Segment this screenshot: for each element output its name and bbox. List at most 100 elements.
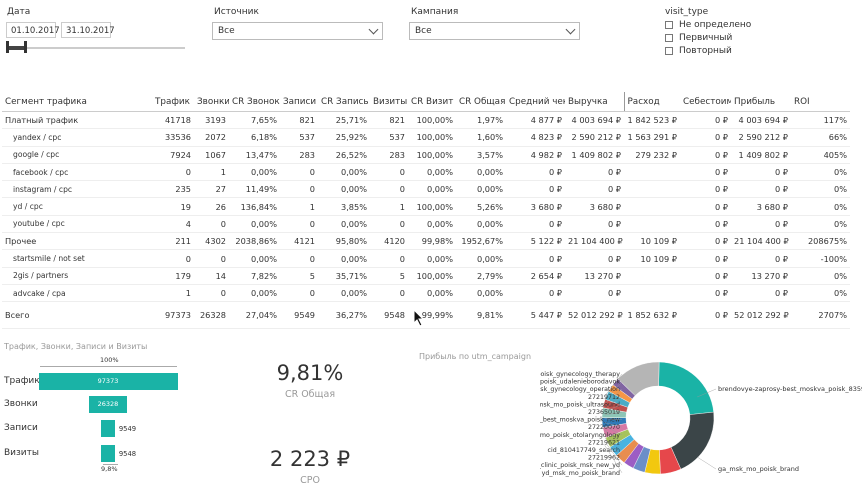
total-cell: 99,99% [408, 301, 456, 330]
table-cell: 1,60% [456, 128, 506, 147]
column-header[interactable]: CR Общая [456, 92, 506, 112]
table-cell: 0 ₽ [731, 284, 791, 303]
donut-label: ga_msk_mo_poisk_brand [718, 465, 799, 473]
table-cell: 0 [194, 249, 229, 268]
source-dropdown-value: Все [218, 26, 235, 36]
column-header[interactable]: CR Запись [318, 92, 370, 112]
table-row[interactable]: yd / cpc 19 26 136,84% 1 3,85% 1 100,00% 5,26% 3 … [2, 197, 850, 216]
table-row[interactable]: advcake / cpa 1 0 0,00% 0 0,00% 0 0,00% 0,00% 0 ₽… [2, 284, 850, 303]
checkbox[interactable] [665, 47, 673, 55]
funnel-bottom-pct: 9,8% [101, 465, 118, 473]
table-row[interactable]: instagram / cpc 235 27 11,49% 0 0,00% 0 0,00% 0,… [2, 180, 850, 199]
source-dropdown[interactable]: Все [212, 22, 383, 40]
table-cell: 0 ₽ [506, 163, 565, 182]
table-cell: 0,00% [408, 249, 456, 268]
column-header[interactable]: CR Звонок [229, 92, 280, 112]
visit-type-option[interactable]: Повторный [665, 45, 732, 57]
table-cell: 0 ₽ [680, 232, 731, 251]
funnel-bar[interactable] [101, 420, 115, 437]
donut-slice[interactable] [670, 411, 715, 470]
total-cell: 0 ₽ [680, 301, 731, 330]
table-cell: 100,00% [408, 110, 456, 130]
donut-label: brend_best_clinic_poisk_msk_new_yd [540, 462, 620, 469]
table-cell: 1 [280, 197, 318, 216]
leader-line [697, 456, 717, 470]
table-cell: 0,00% [408, 284, 456, 303]
campaign-filter-label: Кампания [411, 7, 459, 17]
cpo-value: 2 223 ₽ [269, 447, 351, 471]
funnel-bar[interactable] [101, 445, 115, 462]
column-header[interactable]: Трафик [152, 92, 194, 112]
table-cell: 0,00% [456, 215, 506, 234]
table-cell: 5,26% [456, 197, 506, 216]
campaign-dropdown[interactable]: Все [409, 22, 580, 40]
date-slider-handle-left[interactable] [6, 41, 9, 53]
donut-label: 27219621 [588, 439, 620, 446]
funnel-bar[interactable] [38, 373, 178, 390]
table-cell: 0,00% [456, 180, 506, 199]
table-cell: 11,49% [229, 180, 280, 199]
column-header[interactable]: ROI [791, 92, 850, 112]
table-cell: 21 104 400 ₽ [731, 232, 791, 251]
cpo-card: 2 223 ₽ CPO [250, 447, 370, 486]
column-header[interactable]: Расход [623, 92, 680, 112]
column-header[interactable]: CR Визит [408, 92, 456, 112]
donut-label: 27220070 [588, 424, 620, 431]
column-header[interactable]: Выручка [565, 92, 624, 112]
table-cell [624, 267, 680, 285]
column-header[interactable]: Средний чек [506, 92, 565, 112]
table-cell: 1 409 802 ₽ [731, 146, 791, 164]
visit-type-option[interactable]: Не определено [665, 19, 751, 31]
table-group-row[interactable]: Платный трафик 41718 3193 7,65% 821 25,71% 821… [2, 110, 850, 130]
checkbox[interactable] [665, 21, 673, 29]
table-cell: 13 270 ₽ [565, 267, 624, 285]
table-cell: 179 [152, 267, 194, 285]
column-header[interactable]: Звонки [194, 92, 229, 112]
donut-slice[interactable] [617, 361, 660, 396]
checkbox[interactable] [665, 34, 673, 42]
column-header[interactable]: Сегмент трафика [2, 92, 152, 112]
table-cell: 0,00% [408, 163, 456, 182]
table-cell: 0 ₽ [680, 163, 731, 182]
table-cell: 26,52% [318, 146, 370, 164]
donut-label: brendovye-zaprosy-best_moskva_poisk_8359… [718, 385, 862, 393]
column-header[interactable]: Записи [280, 92, 318, 112]
table-cell: 99,98% [408, 232, 456, 251]
table-cell: 117% [791, 110, 850, 130]
table-cell: 3 680 ₽ [731, 197, 791, 216]
date-from-input[interactable]: 01.10.2017 [6, 22, 60, 38]
total-cell: 1 852 632 ₽ [624, 301, 680, 330]
visit-type-option[interactable]: Первичный [665, 32, 732, 44]
column-header[interactable]: Себестоим. [680, 92, 731, 112]
column-header[interactable]: Визиты [370, 92, 408, 112]
column-header[interactable]: Прибыль [731, 92, 791, 112]
total-cell: 36,27% [318, 301, 370, 330]
date-slider-handle-right[interactable] [24, 41, 27, 53]
table-cell: 0 ₽ [565, 249, 624, 268]
table-row[interactable]: yandex / cpc 33536 2072 6,18% 537 25,92% 537 10… [2, 128, 850, 147]
date-slider-track[interactable] [8, 47, 185, 49]
table-cell: 26 [194, 197, 229, 216]
table-row[interactable]: youtube / cpc 4 0 0,00% 0 0,00% 0 0,00% 0,00% 0 ₽… [2, 215, 850, 234]
table-cell: 1 563 291 ₽ [624, 128, 680, 147]
table-cell: 21 104 400 ₽ [565, 232, 624, 251]
date-to-input[interactable]: 31.10.2017 [61, 22, 115, 38]
chevron-down-icon [368, 24, 379, 35]
table-cell: 0,00% [318, 180, 370, 199]
table-cell: 5 122 ₽ [506, 232, 565, 251]
table-cell: 100,00% [408, 128, 456, 147]
table-cell: 821 [370, 110, 408, 130]
table-group-row[interactable]: Прочее 211 4302 2038,86% 4121 95,80% 4120 99,98… [2, 232, 850, 251]
table-row[interactable]: 2gis / partners 179 14 7,82% 5 35,71% 5 100,00%… [2, 267, 850, 285]
funnel-bar[interactable] [89, 396, 127, 413]
table-row[interactable]: google / cpc 7924 1067 13,47% 283 26,52% 283 10… [2, 146, 850, 164]
table-row[interactable]: facebook / cpc 0 1 0,00% 0 0,00% 0 0,00% 0,00% 0 … [2, 163, 850, 182]
table-cell: 4 003 694 ₽ [731, 110, 791, 130]
leader-line [604, 441, 623, 466]
table-cell: 4120 [370, 232, 408, 251]
donut-slice[interactable] [658, 361, 714, 415]
table-cell [624, 197, 680, 216]
table-row[interactable]: startsmile / not set 0 0 0,00% 0 0,00% 0 0,00% 0… [2, 249, 850, 268]
table-cell: 0% [791, 215, 850, 234]
total-cell: 26328 [194, 301, 229, 330]
